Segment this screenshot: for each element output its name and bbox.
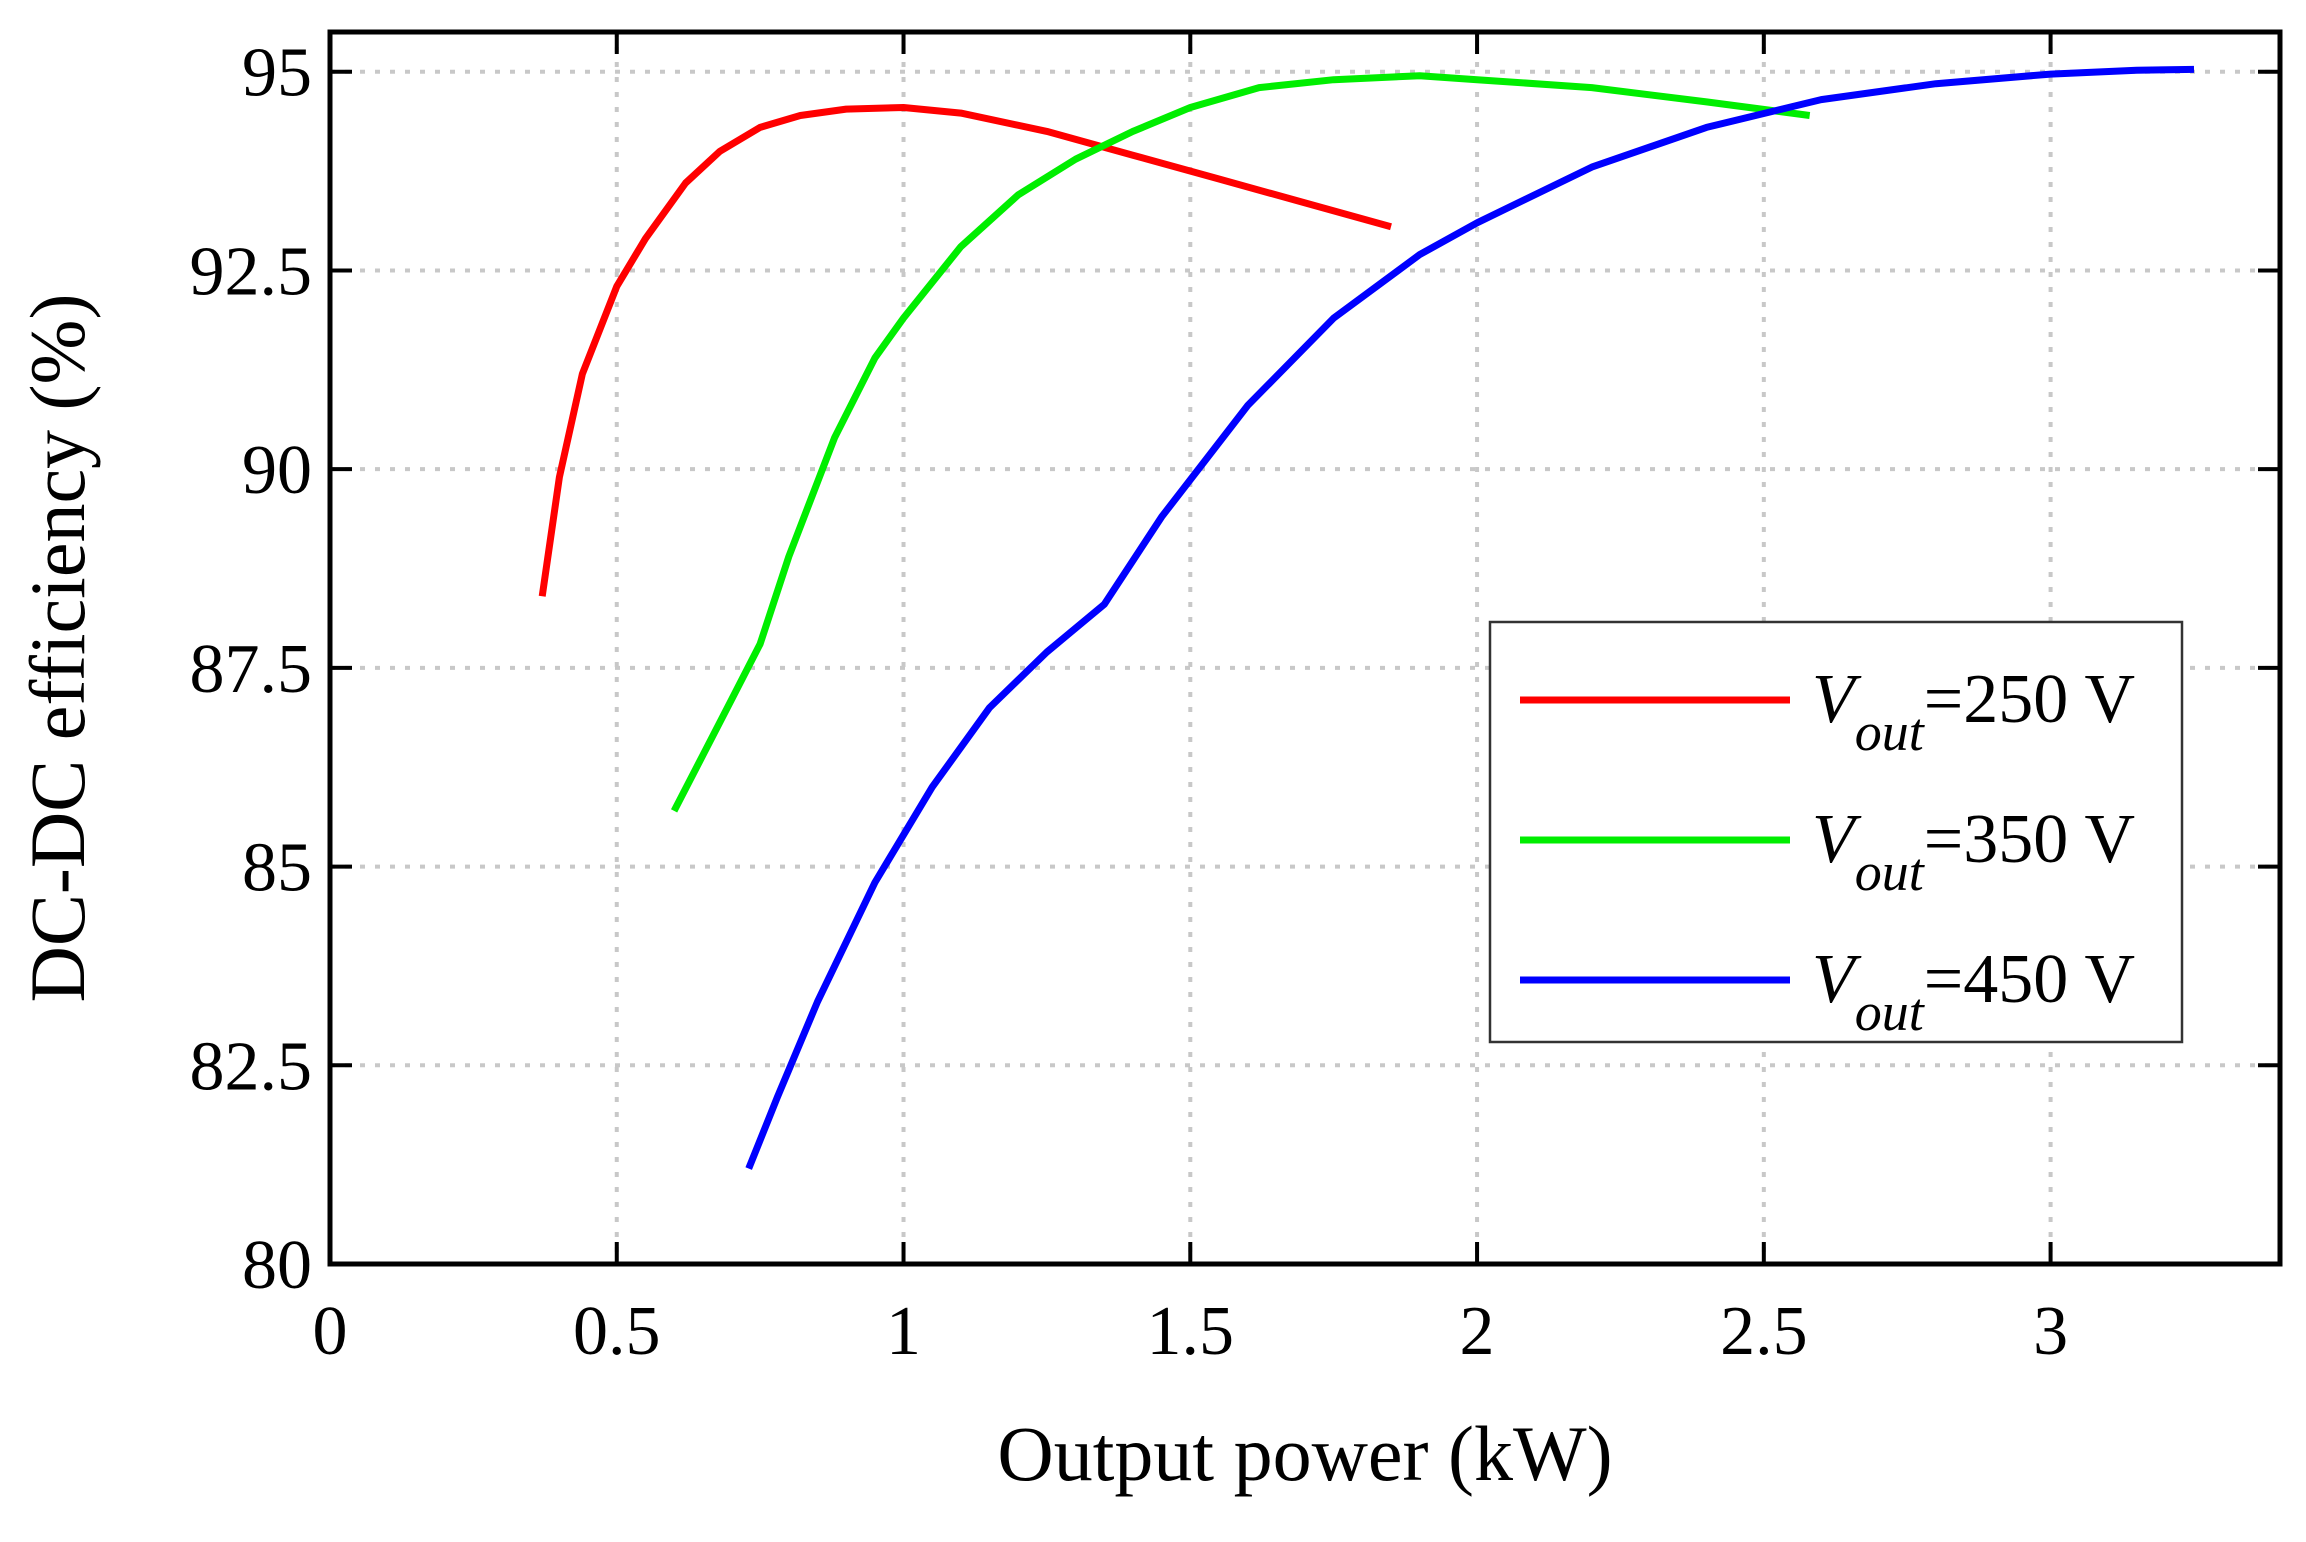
series-line-3 bbox=[745, 65, 2195, 1170]
legend-label-2: Vout=350 V bbox=[1812, 801, 2135, 902]
y-tick-label: 82.5 bbox=[190, 1028, 313, 1105]
x-tick-label: 1 bbox=[886, 1293, 921, 1370]
y-tick-label: 85 bbox=[242, 830, 312, 907]
x-axis-title: Output power (kW) bbox=[997, 1410, 1612, 1497]
x-tick-label: 0 bbox=[313, 1293, 348, 1370]
data-lines bbox=[538, 65, 2195, 1170]
legend-label-1: Vout=250 V bbox=[1812, 661, 2135, 762]
x-tick-labels: 0 0.5 1 1.5 2 2.5 3 bbox=[313, 1293, 2069, 1370]
x-tick-label: 3 bbox=[2033, 1293, 2068, 1370]
x-tick-label: 0.5 bbox=[573, 1293, 661, 1370]
x-tick-label: 2 bbox=[1460, 1293, 1495, 1370]
legend-label-3: Vout=450 V bbox=[1812, 941, 2135, 1042]
y-tick-label: 95 bbox=[242, 35, 312, 112]
x-tick-label: 2.5 bbox=[1720, 1293, 1808, 1370]
axis-ticks bbox=[328, 32, 2280, 1266]
x-tick-label: 1.5 bbox=[1147, 1293, 1235, 1370]
legend: Vout=250 V Vout=350 V Vout=450 V bbox=[1488, 620, 2184, 1044]
plot-frame bbox=[327, 29, 2283, 1267]
y-axis-title: DC-DC efficiency (%) bbox=[14, 294, 101, 1003]
y-tick-labels: 80 82.5 85 87.5 90 92.5 95 bbox=[190, 35, 313, 1304]
series-line-2 bbox=[670, 72, 1811, 813]
y-tick-label: 90 bbox=[242, 432, 312, 509]
y-tick-label: 87.5 bbox=[190, 631, 313, 708]
series-line-1 bbox=[538, 104, 1392, 597]
y-tick-label: 80 bbox=[242, 1227, 312, 1304]
y-tick-label: 92.5 bbox=[190, 233, 313, 310]
legend-box bbox=[1488, 620, 2184, 1044]
